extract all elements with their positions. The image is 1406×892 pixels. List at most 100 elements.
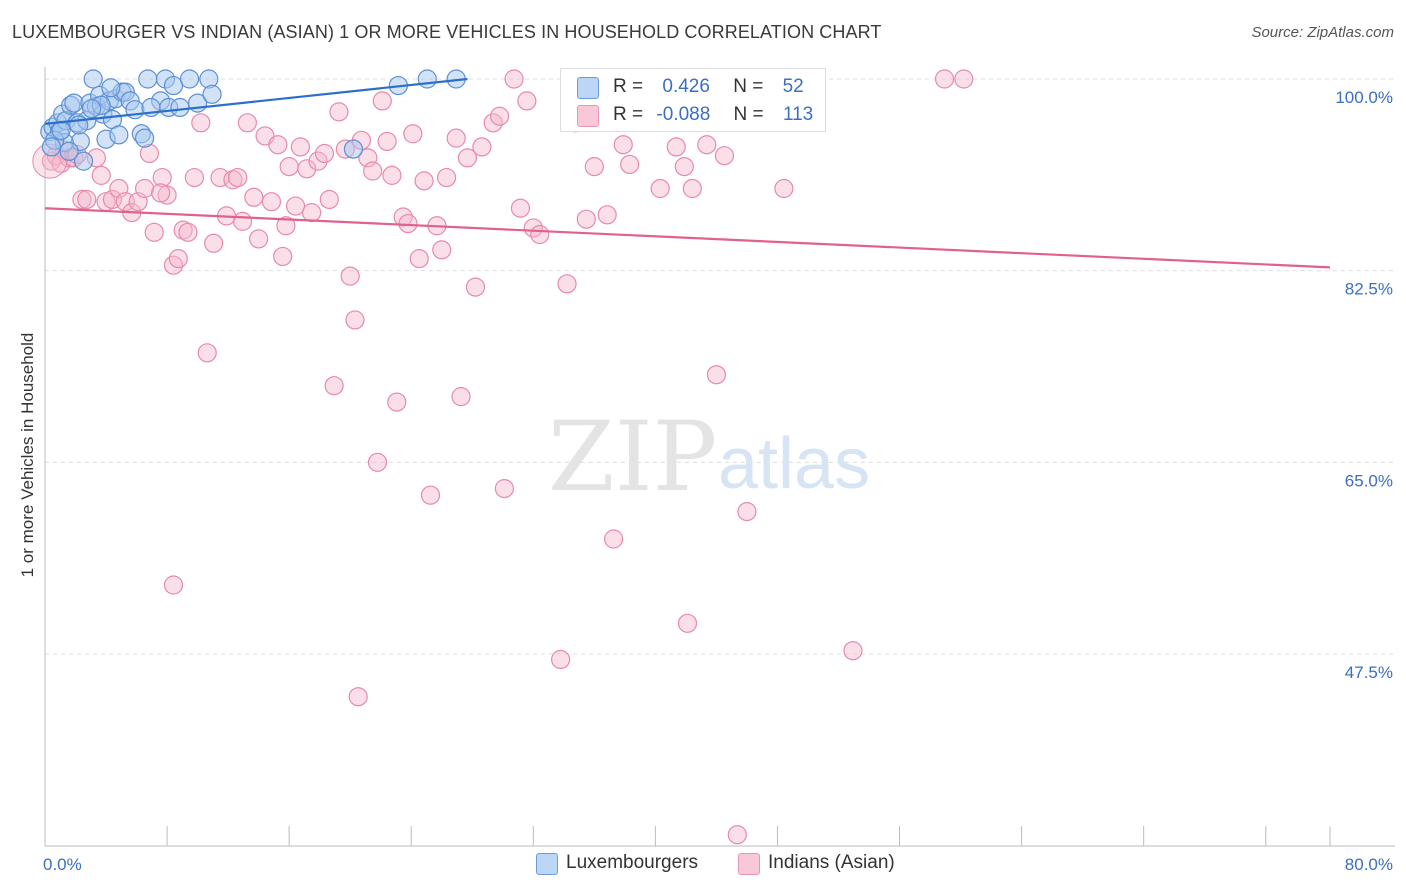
data-point-indians-asian[interactable] xyxy=(677,613,698,633)
data-point-indians-asian[interactable] xyxy=(682,178,702,199)
data-point-indians-asian[interactable] xyxy=(297,159,317,179)
data-point-indians-asian[interactable] xyxy=(576,209,596,229)
data-point-indians-asian[interactable] xyxy=(934,69,955,89)
data-point-indians-asian[interactable] xyxy=(494,479,514,499)
data-point-indians-asian[interactable] xyxy=(276,216,296,236)
data-point-indians-asian[interactable] xyxy=(173,220,193,240)
data-point-luxembourgers[interactable] xyxy=(109,125,129,145)
data-point-luxembourgers[interactable] xyxy=(343,139,363,159)
data-point-indians-asian[interactable] xyxy=(197,343,217,363)
data-point-indians-asian[interactable] xyxy=(151,183,171,203)
data-point-indians-asian[interactable] xyxy=(324,376,344,396)
data-point-indians-asian[interactable] xyxy=(613,135,633,155)
data-point-luxembourgers[interactable] xyxy=(138,69,158,89)
data-point-luxembourgers[interactable] xyxy=(179,69,200,89)
data-point-indians-asian[interactable] xyxy=(163,575,184,595)
data-point-indians-asian[interactable] xyxy=(387,392,407,412)
data-point-indians-asian[interactable] xyxy=(489,106,510,126)
data-point-indians-asian[interactable] xyxy=(706,365,727,385)
data-point-luxembourgers[interactable] xyxy=(73,151,94,171)
data-point-luxembourgers[interactable] xyxy=(59,141,79,161)
data-point-indians-asian[interactable] xyxy=(279,157,299,177)
data-point-indians-asian[interactable] xyxy=(451,387,471,407)
data-point-indians-asian[interactable] xyxy=(584,157,604,177)
data-point-indians-asian[interactable] xyxy=(774,178,794,199)
data-point-luxembourgers[interactable] xyxy=(163,75,184,96)
data-point-indians-asian[interactable] xyxy=(737,502,757,522)
data-point-indians-asian[interactable] xyxy=(191,113,211,133)
data-point-indians-asian[interactable] xyxy=(504,69,524,89)
data-point-indians-asian[interactable] xyxy=(604,529,624,549)
data-point-indians-asian[interactable] xyxy=(551,649,571,670)
data-point-indians-asian[interactable] xyxy=(302,203,322,223)
data-point-indians-asian[interactable] xyxy=(446,128,466,148)
data-point-indians-asian[interactable] xyxy=(697,135,717,155)
data-point-indians-asian[interactable] xyxy=(261,192,282,212)
data-point-indians-asian[interactable] xyxy=(77,189,97,210)
data-point-indians-asian[interactable] xyxy=(237,113,257,133)
data-point-indians-asian[interactable] xyxy=(436,167,457,188)
data-point-indians-asian[interactable] xyxy=(290,137,310,157)
data-point-indians-asian[interactable] xyxy=(674,157,694,177)
data-point-indians-asian[interactable] xyxy=(372,91,392,111)
data-point-indians-asian[interactable] xyxy=(345,310,365,330)
data-point-indians-asian[interactable] xyxy=(727,825,747,845)
data-point-luxembourgers[interactable] xyxy=(134,128,155,148)
data-point-indians-asian[interactable] xyxy=(168,249,188,269)
data-point-indians-asian[interactable] xyxy=(465,277,486,297)
data-point-indians-asian[interactable] xyxy=(268,135,288,155)
data-point-indians-asian[interactable] xyxy=(382,165,402,185)
data-point-indians-asian[interactable] xyxy=(152,167,172,188)
data-point-indians-asian[interactable] xyxy=(72,189,92,210)
data-point-indians-asian[interactable] xyxy=(377,131,397,152)
data-point-indians-asian[interactable] xyxy=(530,224,550,245)
data-point-luxembourgers[interactable] xyxy=(51,120,71,141)
data-point-indians-asian[interactable] xyxy=(403,124,423,144)
data-point-indians-asian[interactable] xyxy=(420,485,441,505)
data-point-luxembourgers[interactable] xyxy=(417,69,437,89)
data-point-luxembourgers[interactable] xyxy=(83,69,103,89)
data-point-luxembourgers[interactable] xyxy=(64,93,84,113)
data-point-indians-asian[interactable] xyxy=(472,137,492,157)
data-point-indians-asian[interactable] xyxy=(178,222,198,242)
data-point-indians-asian[interactable] xyxy=(597,205,617,225)
data-point-indians-asian[interactable] xyxy=(223,170,243,190)
data-point-luxembourgers[interactable] xyxy=(41,137,62,157)
data-point-indians-asian[interactable] xyxy=(457,148,478,168)
data-point-indians-asian[interactable] xyxy=(319,189,339,210)
data-point-indians-asian[interactable] xyxy=(308,151,328,171)
data-point-indians-asian[interactable] xyxy=(843,641,863,661)
data-point-indians-asian[interactable] xyxy=(367,452,388,472)
data-point-indians-asian[interactable] xyxy=(954,69,974,89)
data-point-indians-asian[interactable] xyxy=(409,249,429,269)
data-point-luxembourgers[interactable] xyxy=(101,78,121,98)
data-point-indians-asian[interactable] xyxy=(432,240,452,260)
data-point-luxembourgers[interactable] xyxy=(81,98,102,119)
data-point-indians-asian[interactable] xyxy=(144,222,164,242)
data-point-indians-asian[interactable] xyxy=(249,229,269,249)
data-point-indians-asian[interactable] xyxy=(134,178,155,199)
data-point-indians-asian[interactable] xyxy=(285,196,306,216)
data-point-indians-asian[interactable] xyxy=(650,178,670,199)
data-point-indians-asian[interactable] xyxy=(91,165,111,185)
data-point-luxembourgers[interactable] xyxy=(170,97,190,118)
data-point-indians-asian[interactable] xyxy=(414,171,434,191)
data-point-indians-asian[interactable] xyxy=(184,167,204,188)
data-point-indians-asian[interactable] xyxy=(329,102,349,122)
data-point-indians-asian[interactable] xyxy=(244,187,264,207)
data-point-indians-asian[interactable] xyxy=(557,274,577,294)
data-point-indians-asian[interactable] xyxy=(314,143,335,164)
data-point-indians-asian[interactable] xyxy=(273,246,293,267)
data-point-indians-asian[interactable] xyxy=(620,154,640,175)
data-point-luxembourgers[interactable] xyxy=(202,84,222,104)
data-point-indians-asian[interactable] xyxy=(228,167,248,188)
data-point-indians-asian[interactable] xyxy=(204,233,224,253)
data-point-indians-asian[interactable] xyxy=(517,91,537,111)
data-point-indians-asian[interactable] xyxy=(666,137,686,157)
data-point-indians-asian[interactable] xyxy=(714,146,735,166)
data-point-indians-asian[interactable] xyxy=(340,266,360,286)
data-point-indians-asian[interactable] xyxy=(232,211,253,231)
data-point-indians-asian[interactable] xyxy=(510,198,531,218)
data-point-indians-asian[interactable] xyxy=(348,687,368,707)
data-point-indians-asian[interactable] xyxy=(363,161,383,181)
